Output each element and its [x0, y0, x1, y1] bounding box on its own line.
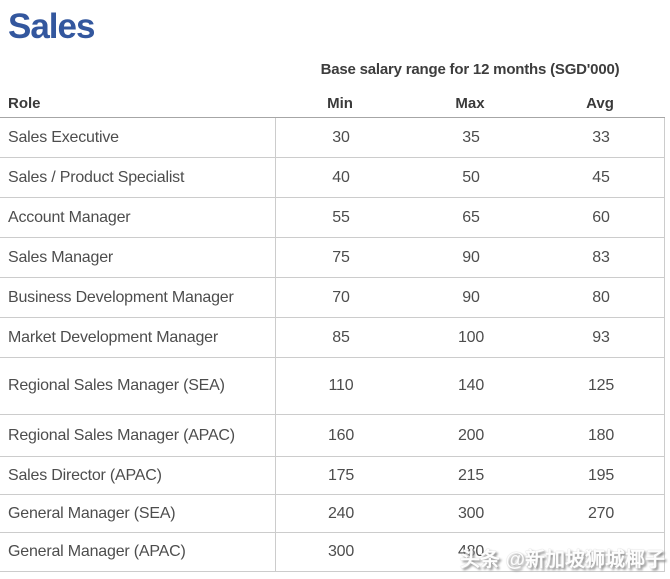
role-cell: Account Manager: [8, 208, 131, 226]
max-cell: 300: [457, 504, 485, 522]
role-cell: Sales / Product Specialist: [8, 168, 185, 186]
min-cell: 110: [328, 377, 354, 394]
numeric-cells: 85 100 93: [275, 318, 665, 357]
min-cell: 160: [327, 426, 355, 444]
table-row: Regional Sales Manager (SEA) 110 140 125: [0, 358, 664, 415]
max-cell: 90: [462, 288, 480, 306]
table-row: Sales Director (APAC) 175 215 195: [0, 457, 664, 495]
column-header-role: Role: [8, 95, 41, 112]
max-cell: 65: [462, 208, 480, 226]
table-row: Sales / Product Specialist 40 50 45: [0, 158, 664, 198]
table-row: Business Development Manager 70 90 80: [0, 278, 664, 318]
role-cell: Regional Sales Manager (SEA): [8, 377, 225, 394]
numeric-cells: 40 50 45: [275, 158, 665, 197]
max-cell: 480: [457, 543, 485, 560]
numeric-cells: 110 140 125: [275, 358, 665, 414]
avg-cell: 45: [592, 168, 610, 186]
avg-cell: 270: [587, 504, 615, 522]
numeric-cells: 175 215 195: [275, 457, 665, 494]
avg-cell: 125: [587, 377, 615, 394]
column-header-min: Min: [327, 95, 353, 112]
avg-cell: 180: [587, 426, 615, 444]
column-header-avg: Avg: [586, 95, 614, 112]
table-row: Account Manager 55 65 60: [0, 198, 664, 238]
table-row: General Manager (SEA) 240 300 270: [0, 495, 664, 533]
max-cell: 100: [457, 328, 485, 346]
role-cell: Sales Manager: [8, 248, 114, 266]
avg-cell: 60: [592, 208, 610, 226]
role-cell: General Manager (APAC): [8, 543, 186, 560]
avg-cell: 195: [587, 466, 615, 484]
role-cell: Market Development Manager: [8, 328, 219, 346]
numeric-cells: 30 35 33: [275, 118, 665, 157]
avg-cell: 80: [592, 288, 610, 306]
table-row: Sales Executive 30 35 33: [0, 118, 664, 158]
role-cell: Sales Director (APAC): [8, 466, 162, 484]
min-cell: 300: [327, 543, 355, 560]
role-cell: Sales Executive: [8, 128, 119, 146]
numeric-cells: 240 300 270: [275, 495, 665, 532]
min-cell: 75: [332, 248, 350, 266]
role-cell: General Manager (SEA): [8, 504, 176, 522]
max-cell: 215: [457, 466, 485, 484]
avg-cell: 83: [592, 248, 610, 266]
role-cell: Regional Sales Manager (APAC): [8, 426, 235, 444]
table-body: Sales Executive 30 35 33 Sales / Product…: [0, 118, 665, 572]
numeric-cells: 70 90 80: [275, 278, 665, 317]
header-numeric-cells: Min Max Avg: [275, 90, 665, 117]
max-cell: 140: [457, 377, 485, 394]
table-row: Sales Manager 75 90 83: [0, 238, 664, 278]
role-cell: Business Development Manager: [8, 288, 234, 306]
table-row: General Manager (APAC) 300 480: [0, 533, 664, 572]
max-cell: 50: [462, 168, 480, 186]
max-cell: 200: [457, 426, 485, 444]
numeric-cells: 300 480: [275, 533, 665, 571]
max-cell: 90: [462, 248, 480, 266]
toutiao-watermark: 头条 @新加坡狮城椰子: [459, 549, 665, 571]
table-header-row: Role Min Max Avg: [0, 90, 665, 118]
avg-cell: 33: [592, 128, 610, 146]
numeric-cells: 55 65 60: [275, 198, 665, 237]
min-cell: 175: [327, 466, 355, 484]
page-title: Sales: [8, 7, 95, 46]
avg-cell: 93: [592, 328, 610, 346]
min-cell: 70: [332, 288, 350, 306]
table-subtitle: Base salary range for 12 months (SGD'000…: [320, 61, 620, 78]
max-cell: 35: [462, 128, 480, 146]
min-cell: 30: [332, 128, 350, 146]
numeric-cells: 160 200 180: [275, 415, 665, 456]
column-header-max: Max: [455, 95, 485, 112]
table-row: Regional Sales Manager (APAC) 160 200 18…: [0, 415, 664, 457]
min-cell: 55: [332, 208, 350, 226]
table-row: Market Development Manager 85 100 93: [0, 318, 664, 358]
min-cell: 85: [332, 328, 350, 346]
min-cell: 240: [327, 504, 355, 522]
numeric-cells: 75 90 83: [275, 238, 665, 277]
salary-table: Role Min Max Avg Sales Executive 30 35 3…: [0, 90, 665, 572]
min-cell: 40: [332, 168, 350, 186]
